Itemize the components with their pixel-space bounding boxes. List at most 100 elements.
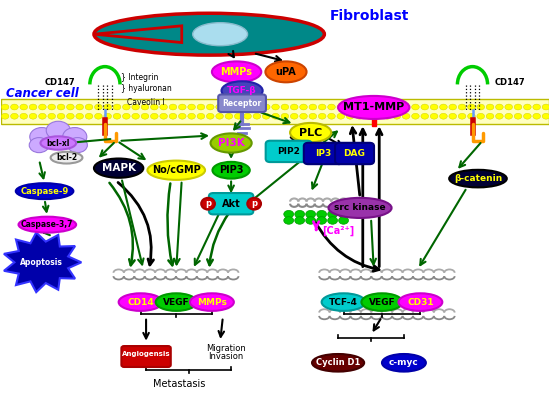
Text: PIP3: PIP3	[219, 165, 243, 175]
Text: Fibroblast: Fibroblast	[330, 8, 409, 23]
Ellipse shape	[338, 96, 409, 119]
Circle shape	[85, 104, 93, 110]
Circle shape	[1, 113, 9, 119]
Ellipse shape	[212, 162, 250, 178]
Circle shape	[132, 104, 140, 110]
Text: Cyclin D1: Cyclin D1	[316, 358, 360, 368]
Circle shape	[514, 104, 522, 110]
Circle shape	[384, 113, 391, 119]
Circle shape	[253, 104, 261, 110]
Circle shape	[67, 113, 74, 119]
Circle shape	[48, 113, 56, 119]
Circle shape	[375, 104, 382, 110]
Circle shape	[188, 104, 195, 110]
Ellipse shape	[248, 198, 261, 210]
Circle shape	[169, 113, 177, 119]
Circle shape	[20, 113, 28, 119]
Circle shape	[318, 104, 326, 110]
Circle shape	[281, 104, 289, 110]
Text: } Integrin: } Integrin	[122, 73, 159, 82]
Circle shape	[393, 113, 400, 119]
Text: MMPs: MMPs	[197, 298, 227, 307]
Circle shape	[1, 104, 9, 110]
Circle shape	[272, 104, 279, 110]
Circle shape	[439, 113, 447, 119]
Circle shape	[375, 113, 382, 119]
Circle shape	[39, 104, 46, 110]
Circle shape	[468, 113, 475, 119]
Circle shape	[477, 104, 485, 110]
Circle shape	[76, 104, 84, 110]
Ellipse shape	[190, 293, 234, 311]
Circle shape	[486, 113, 494, 119]
Circle shape	[449, 113, 456, 119]
Text: CD14: CD14	[127, 298, 154, 307]
Circle shape	[458, 113, 466, 119]
Circle shape	[309, 104, 317, 110]
Circle shape	[244, 113, 251, 119]
Ellipse shape	[192, 23, 248, 46]
FancyBboxPatch shape	[266, 141, 312, 162]
Circle shape	[234, 104, 242, 110]
Circle shape	[365, 104, 373, 110]
Text: IP3: IP3	[315, 149, 332, 158]
Ellipse shape	[201, 198, 215, 210]
Circle shape	[430, 113, 438, 119]
Circle shape	[300, 113, 307, 119]
Circle shape	[421, 104, 428, 110]
Text: MMPs: MMPs	[221, 67, 252, 77]
Circle shape	[496, 104, 503, 110]
Circle shape	[290, 113, 298, 119]
Circle shape	[29, 104, 37, 110]
Circle shape	[216, 113, 223, 119]
Text: TGF-β: TGF-β	[227, 86, 257, 95]
Text: β-catenin: β-catenin	[454, 174, 502, 183]
Circle shape	[393, 104, 400, 110]
Ellipse shape	[94, 13, 324, 55]
Circle shape	[505, 104, 513, 110]
Circle shape	[10, 104, 18, 110]
Ellipse shape	[51, 152, 82, 163]
Circle shape	[141, 104, 149, 110]
Circle shape	[290, 104, 298, 110]
Text: Cancer cell: Cancer cell	[6, 87, 79, 100]
Circle shape	[300, 104, 307, 110]
Circle shape	[486, 104, 494, 110]
Circle shape	[178, 113, 186, 119]
Circle shape	[346, 113, 354, 119]
Circle shape	[46, 121, 70, 140]
FancyBboxPatch shape	[1, 99, 549, 124]
FancyBboxPatch shape	[335, 143, 374, 164]
Circle shape	[30, 128, 54, 146]
Circle shape	[67, 104, 74, 110]
Text: DAG: DAG	[344, 149, 366, 158]
Circle shape	[384, 104, 391, 110]
Circle shape	[306, 210, 316, 218]
Circle shape	[197, 104, 205, 110]
Circle shape	[318, 113, 326, 119]
Circle shape	[411, 104, 419, 110]
Text: src kinase: src kinase	[334, 203, 386, 213]
Ellipse shape	[147, 160, 205, 180]
Circle shape	[439, 104, 447, 110]
Circle shape	[206, 104, 214, 110]
Ellipse shape	[290, 123, 331, 142]
Circle shape	[63, 128, 87, 146]
Circle shape	[216, 104, 223, 110]
Circle shape	[458, 104, 466, 110]
Circle shape	[132, 113, 140, 119]
Circle shape	[188, 113, 195, 119]
Text: p: p	[205, 199, 211, 208]
Ellipse shape	[328, 198, 392, 218]
Ellipse shape	[212, 61, 261, 82]
Text: Metastasis: Metastasis	[153, 379, 205, 389]
Circle shape	[104, 104, 112, 110]
Circle shape	[317, 217, 327, 224]
Text: p: p	[251, 199, 257, 208]
Text: TCF-4: TCF-4	[329, 298, 358, 307]
Circle shape	[225, 104, 233, 110]
Ellipse shape	[449, 170, 507, 187]
Circle shape	[339, 210, 349, 218]
Circle shape	[57, 113, 65, 119]
Polygon shape	[94, 26, 182, 42]
